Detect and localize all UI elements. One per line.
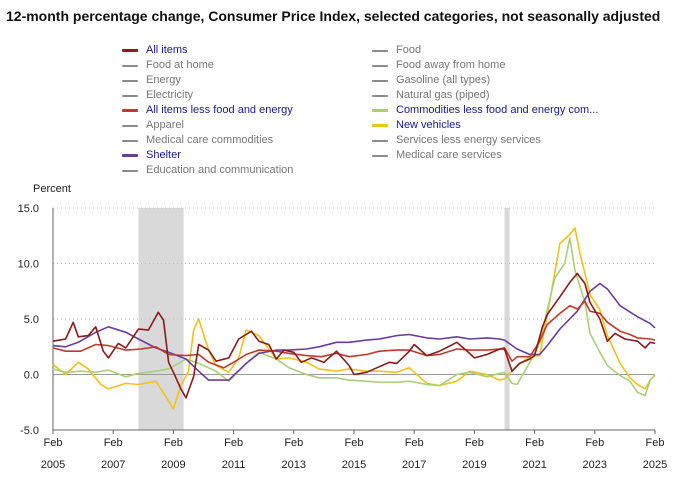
x-tick-year: 2023 [583,459,607,471]
legend-swatch [122,95,138,97]
x-tick-year: 2009 [161,459,185,471]
legend-swatch [372,50,388,52]
x-tick-year: 2007 [101,459,125,471]
chart-title: 12-month percentage change, Consumer Pri… [6,8,661,24]
x-tick-year: 2017 [402,459,426,471]
y-tick-label: 10.0 [18,259,39,271]
y-tick-label: 0.0 [24,370,39,382]
x-tick-month: Feb [525,437,544,449]
legend-swatch [372,80,388,82]
legend-label: Shelter [146,149,181,161]
legend-swatch [372,109,388,112]
legend-label: Apparel [146,119,184,131]
x-tick-year: 2005 [41,459,65,471]
legend-swatch [372,124,388,127]
recession-band [504,208,510,430]
x-tick-month: Feb [44,437,63,449]
y-axis-label: Percent [33,183,71,195]
legend-label: Electricity [146,89,194,101]
legend-label: New vehicles [396,119,461,131]
x-tick-month: Feb [284,437,303,449]
legend-label: Food [396,44,422,56]
series-line [52,300,656,369]
legend-swatch [122,140,138,142]
legend-label: Education and communication [146,164,294,176]
series-line [52,227,656,410]
legend-label: Food away from home [396,59,506,71]
legend-label: Gasoline (all types) [396,74,491,86]
x-tick-year: 2013 [282,459,306,471]
x-tick-month: Feb [585,437,604,449]
x-tick-month: Feb [646,437,665,449]
x-tick-month: Feb [345,437,364,449]
legend-swatch [372,65,388,67]
legend-label: Commodities less food and energy com... [396,104,599,116]
x-tick-year: 2019 [462,459,486,471]
legend-swatch [372,155,388,157]
series-line [52,237,656,397]
x-tick-month: Feb [224,437,243,449]
legend-swatch [122,49,138,52]
legend-label: Food at home [146,59,214,71]
legend-label: Energy [146,74,181,86]
x-tick-month: Feb [405,437,424,449]
x-tick-month: Feb [164,437,183,449]
legend-label: Medical care services [396,149,502,161]
x-tick-year: 2011 [222,459,246,471]
x-tick-month: Feb [465,437,484,449]
legend-swatch [122,170,138,172]
legend-swatch [122,125,138,127]
legend-label: All items [146,44,188,56]
legend-swatch [122,154,138,157]
legend-label: All items less food and energy [146,104,293,116]
legend-swatch [122,65,138,67]
y-tick-label: 15.0 [18,203,39,215]
legend-label: Services less energy services [396,134,541,146]
legend-swatch [372,95,388,97]
x-tick-year: 2021 [522,459,546,471]
legend-label: Natural gas (piped) [396,89,490,101]
legend-swatch [122,80,138,82]
legend-swatch [372,140,388,142]
series-line [52,272,656,399]
x-tick-month: Feb [104,437,123,449]
legend-swatch [122,109,138,112]
legend-label: Medical care commodities [146,134,274,146]
y-tick-label: -5.0 [20,425,39,437]
x-tick-year: 2015 [342,459,366,471]
x-tick-year: 2025 [643,459,667,471]
y-tick-label: 5.0 [24,314,39,326]
